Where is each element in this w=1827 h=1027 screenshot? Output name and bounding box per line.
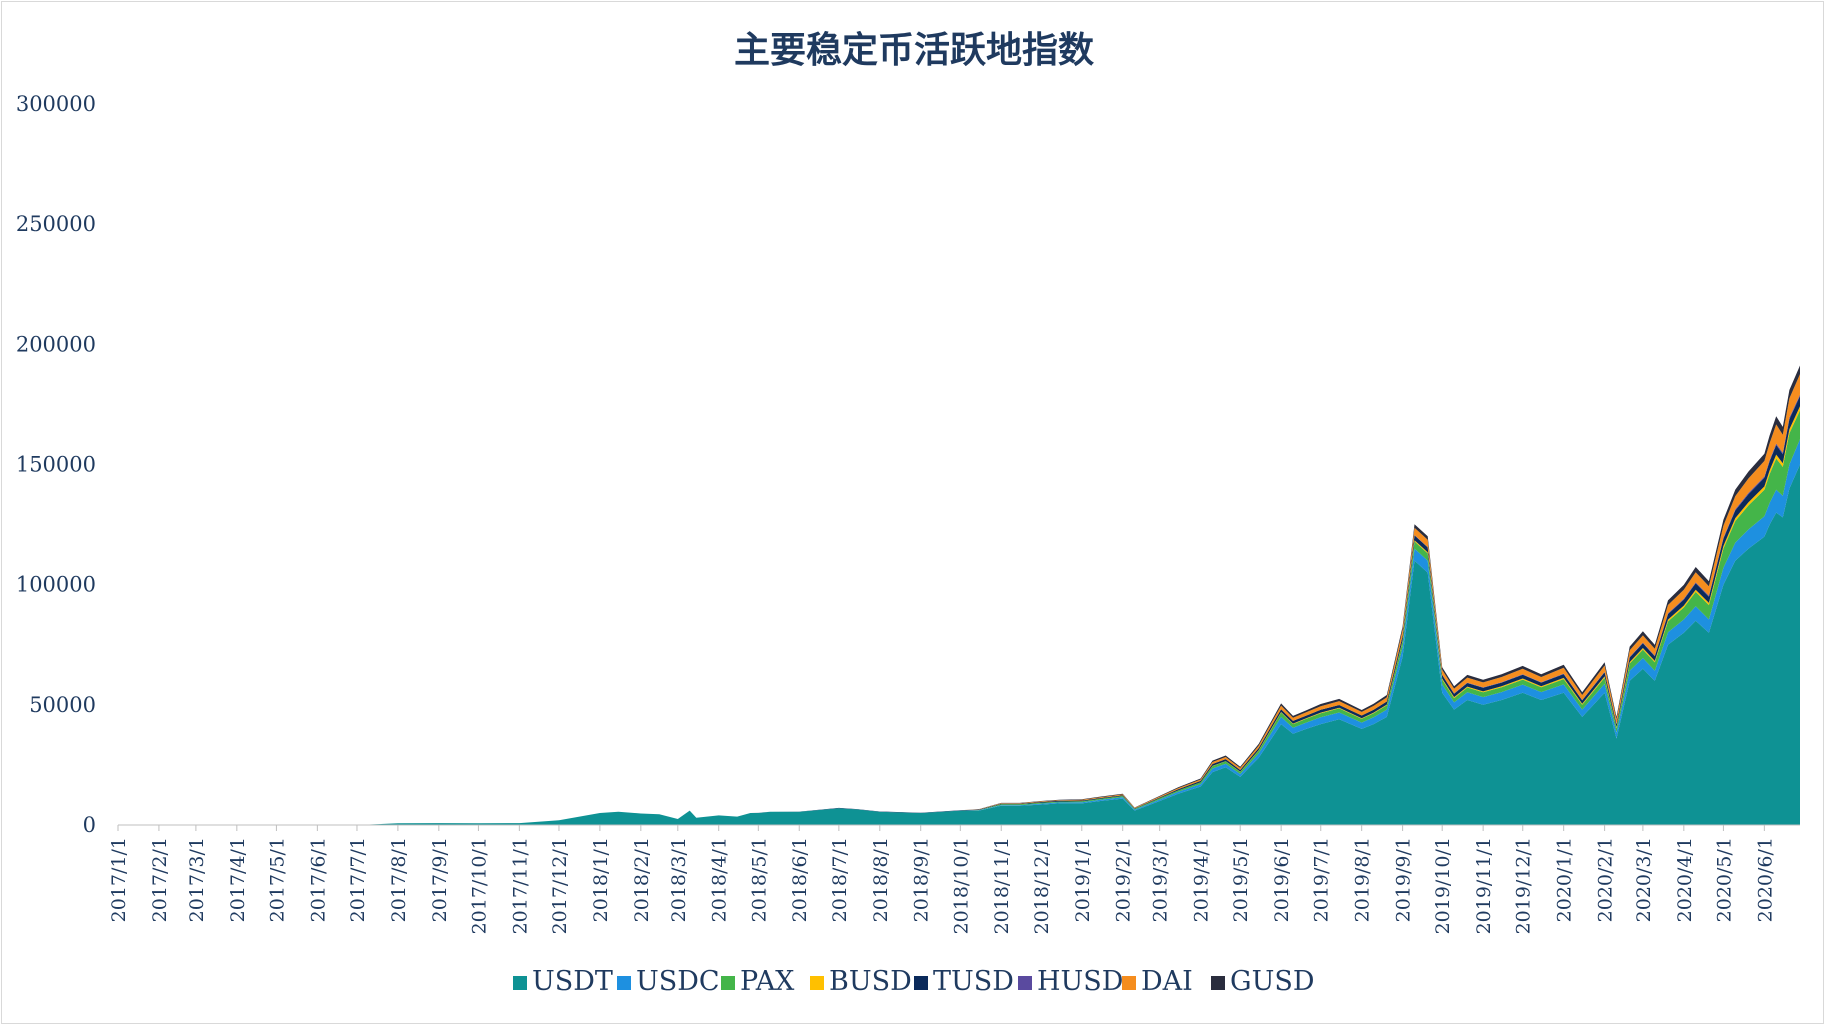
x-tick-label: 2020/2/1 [1595,837,1617,922]
x-tick-label: 2018/8/1 [870,837,892,922]
x-tick-label: 2018/9/1 [911,837,933,922]
x-tick-label: 2020/5/1 [1713,837,1735,922]
x-tick-label: 2019/1/1 [1072,837,1094,922]
x-axis: 2017/1/1 2017/2/1 2017/3/1 2017/4/1 2017/5/1… [108,824,1800,934]
x-tick-label: 2020/3/1 [1633,837,1655,922]
legend-swatch-usdc [617,976,631,990]
x-tick-label: 2019/6/1 [1271,837,1293,922]
x-tick-label: 2018/6/1 [789,837,811,922]
x-tick-label: 2017/4/1 [227,837,249,922]
legend-label-usdc: USDC [636,966,720,997]
x-tick-label: 2019/8/1 [1352,837,1374,922]
x-tick-label: 2018/7/1 [829,837,851,922]
x-tick-label: 2019/4/1 [1191,837,1213,922]
x-tick-label: 2017/3/1 [186,837,208,922]
legend: USDT USDC PAX BUSD TUSD HUSD DAI GUSD [513,966,1314,997]
x-tick-label: 2018/11/1 [991,837,1013,934]
x-tick-label: 2018/1/1 [590,837,612,922]
y-tick-label: 0 [83,813,96,837]
y-tick-label: 150000 [16,453,96,477]
x-tick-label: 2020/4/1 [1674,837,1696,922]
x-tick-label: 2019/11/1 [1473,837,1495,934]
legend-label-tusd: TUSD [933,966,1014,997]
x-tick-label: 2019/10/1 [1432,837,1454,934]
y-tick-label: 250000 [16,212,96,236]
legend-label-pax: PAX [740,966,795,997]
y-axis: 0 50000 100000 150000 200000 250000 300000 [16,92,96,837]
legend-swatch-tusd [914,976,928,990]
legend-swatch-usdt [513,976,527,990]
x-tick-label: 2020/6/1 [1754,837,1776,922]
x-tick-label: 2019/12/1 [1513,837,1535,934]
x-tick-label: 2020/1/1 [1554,837,1576,922]
legend-label-usdt: USDT [532,966,613,997]
x-tick-label: 2017/9/1 [429,837,451,922]
x-tick-label: 2017/6/1 [307,837,329,922]
x-tick-label: 2017/8/1 [388,837,410,922]
x-tick-label: 2017/1/1 [108,837,130,922]
x-tick-label: 2018/12/1 [1031,837,1053,934]
y-tick-label: 300000 [16,92,96,116]
x-tick-label: 2018/5/1 [748,837,770,922]
legend-label-busd: BUSD [829,966,912,997]
x-tick-label: 2019/3/1 [1150,837,1172,922]
x-tick-label: 2019/7/1 [1311,837,1333,922]
y-tick-label: 200000 [16,332,96,356]
x-tick-label: 2017/12/1 [549,837,571,934]
legend-swatch-busd [810,976,824,990]
x-tick-label: 2017/5/1 [266,837,288,922]
y-tick-label: 50000 [29,693,96,717]
x-tick-label: 2017/10/1 [468,837,490,934]
legend-swatch-dai [1122,976,1136,990]
legend-label-dai: DAI [1141,966,1193,997]
y-tick-label: 100000 [16,573,96,597]
chart-title: 主要稳定币活跃地指数 [734,29,1094,71]
x-tick-label: 2018/2/1 [631,837,653,922]
legend-label-husd: HUSD [1037,966,1123,997]
legend-swatch-husd [1018,976,1032,990]
area-series-group [118,365,1800,825]
x-tick-label: 2017/7/1 [347,837,369,922]
x-tick-label: 2017/11/1 [509,837,531,934]
x-tick-label: 2019/2/1 [1113,837,1135,922]
x-tick-label: 2018/4/1 [709,837,731,922]
x-tick-label: 2018/10/1 [950,837,972,934]
x-tick-label: 2019/5/1 [1230,837,1252,922]
legend-label-gusd: GUSD [1230,966,1314,997]
x-tick-label: 2018/3/1 [668,837,690,922]
legend-swatch-gusd [1211,976,1225,990]
area-series-usdt [118,464,1800,825]
x-tick-label: 2017/2/1 [149,837,171,922]
legend-swatch-pax [721,976,735,990]
x-tick-label: 2019/9/1 [1393,837,1415,922]
